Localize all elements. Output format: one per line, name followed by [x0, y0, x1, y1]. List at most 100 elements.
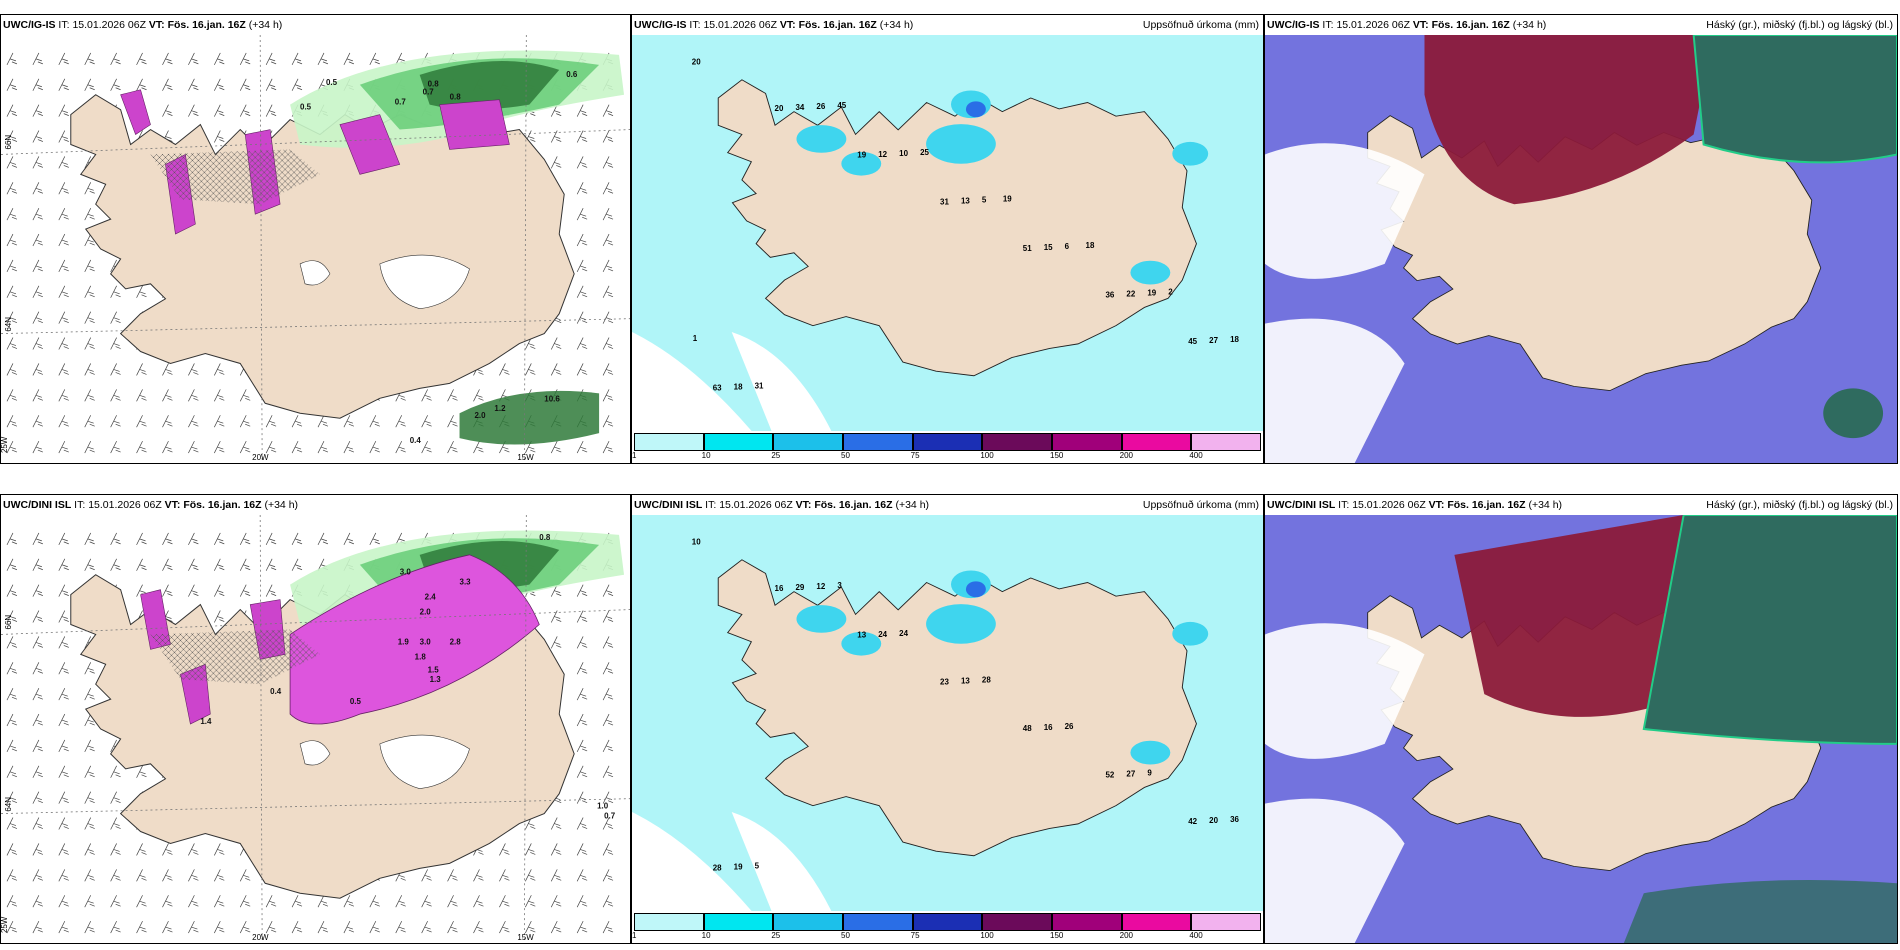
cloud-map-svg [1265, 35, 1897, 463]
wind-barb [188, 895, 199, 908]
precip-value-label: 36 [1105, 290, 1114, 299]
wind-barb [576, 869, 588, 882]
colorbar-tick-label: 50 [841, 451, 850, 460]
wind-barb [343, 440, 355, 454]
vt-value: Fös. 16.jan. 16Z [167, 19, 246, 31]
precip-value-label: 26 [1065, 722, 1074, 731]
panel-precip-igis: UWC/IG-IS IT: 15.01.2026 06Z VT: Fös. 16… [631, 14, 1264, 464]
snow-value-label: 1.4 [200, 717, 212, 726]
snow-value-label: 3.0 [400, 568, 412, 577]
lat-label-64n: 64N [4, 317, 13, 332]
wind-barb [576, 765, 588, 778]
precip-value-label: 24 [899, 629, 908, 638]
meridian-15w [523, 515, 527, 943]
wind-barb [525, 895, 536, 908]
precip-core [926, 604, 996, 644]
wind-barb [58, 182, 69, 195]
colorbar-segment [1191, 433, 1261, 451]
wind-barb [110, 389, 121, 402]
precip-map-svg: 10 16 13 23 48 52 42 28 29 24 13 16 27 20 19 12 24 28 26 9 3… [632, 515, 1263, 911]
panel-header: UWC/IG-IS IT: 15.01.2026 06Z VT: Fös. 16… [1265, 15, 1897, 35]
wind-barb [188, 843, 199, 856]
precip-value-label: 23 [940, 677, 949, 686]
lead-time: (+34 h) [1512, 19, 1547, 31]
wind-barb [602, 895, 614, 908]
wind-barb [550, 440, 562, 454]
wind-barb [58, 259, 69, 273]
wind-barb [602, 662, 614, 675]
wind-barb [214, 363, 225, 376]
glacier [379, 734, 470, 790]
wind-barb [214, 440, 225, 454]
mid-cloud-layer [1424, 35, 1714, 205]
wind-barb [32, 817, 43, 830]
wind-barb [32, 765, 43, 778]
wind-barb [136, 869, 147, 882]
wind-barb [291, 52, 303, 66]
wind-barb [6, 415, 18, 428]
hatched-area [150, 629, 320, 685]
wind-barb [602, 233, 614, 247]
panel-header: UWC/IG-IS IT: 15.01.2026 06Z VT: Fös. 16… [632, 15, 1263, 35]
wind-barb [317, 532, 329, 546]
wind-barb [58, 208, 69, 221]
wind-barb [576, 182, 588, 195]
wind-barb [239, 920, 251, 934]
wind-barb [32, 52, 43, 66]
wind-barb [214, 843, 225, 856]
wind-barb [84, 337, 95, 350]
wind-barb [602, 843, 614, 856]
wind-barb [58, 156, 69, 169]
wind-barb [84, 233, 95, 247]
model-name: UWC/IG-IS [3, 19, 56, 31]
wind-barb [58, 311, 69, 324]
snow-value-label: 2.8 [450, 637, 462, 646]
panel-header: UWC/DINI ISL IT: 15.01.2026 06Z VT: Fös.… [632, 495, 1263, 515]
snow-value-label: 3.0 [420, 637, 432, 646]
meridian-15w [523, 35, 527, 463]
wind-barb [550, 610, 562, 623]
wind-barb [6, 610, 18, 623]
wind-barb [110, 415, 121, 428]
precip-core-heavy [965, 581, 986, 598]
wind-barb [6, 337, 18, 350]
wind-barb [239, 584, 251, 597]
latitude-line-66n [1, 609, 630, 635]
wind-barb [110, 895, 121, 908]
wind-barb [343, 415, 355, 428]
lead-time: (+34 h) [248, 19, 283, 31]
precip-core [1130, 740, 1171, 765]
wind-barb [576, 791, 588, 804]
wind-barb [317, 415, 329, 428]
wind-barb [58, 558, 69, 571]
wind-barb [162, 584, 173, 597]
wind-barb [84, 713, 95, 727]
precip-value-label: 2 [1168, 287, 1173, 296]
precip-value-label: 12 [816, 582, 825, 591]
wind-barb [214, 415, 225, 428]
colorbar-segment [634, 433, 704, 451]
high-cloud-patch [1823, 388, 1884, 439]
wind-barb [576, 584, 588, 597]
colorbar-segment [1191, 913, 1261, 931]
hatched-area [150, 149, 320, 205]
wind-barb [6, 895, 18, 908]
wind-barb [239, 104, 251, 117]
snow-value-label: 0.5 [326, 78, 338, 87]
high-cloud-layer [1642, 515, 1897, 745]
colorbar-tick-label: 25 [771, 931, 781, 940]
wind-barb [291, 920, 303, 934]
lead-time: (+34 h) [1528, 499, 1563, 511]
snow-shower-area [120, 89, 151, 135]
wind-barb [58, 869, 69, 882]
wind-barb [239, 440, 251, 454]
lon-label-15w: 15W [517, 933, 534, 942]
wind-barb [602, 688, 614, 701]
wind-barb [525, 363, 536, 376]
wind-barb [84, 662, 95, 675]
wind-barb [369, 440, 380, 454]
wind-barb [239, 869, 251, 882]
wind-barb [343, 532, 355, 546]
precip-core [1172, 621, 1209, 646]
wind-barb [32, 610, 43, 623]
